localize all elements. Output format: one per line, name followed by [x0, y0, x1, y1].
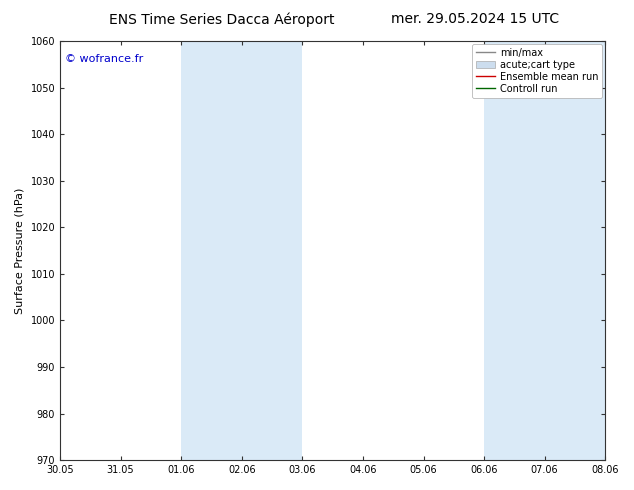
Bar: [181, 41, 302, 460]
Text: ENS Time Series Dacca Aéroport: ENS Time Series Dacca Aéroport: [109, 12, 335, 27]
Bar: [484, 41, 605, 460]
Legend: min/max, acute;cart type, Ensemble mean run, Controll run: min/max, acute;cart type, Ensemble mean …: [472, 44, 602, 98]
Text: mer. 29.05.2024 15 UTC: mer. 29.05.2024 15 UTC: [391, 12, 560, 26]
Text: © wofrance.fr: © wofrance.fr: [65, 53, 144, 64]
Y-axis label: Surface Pressure (hPa): Surface Pressure (hPa): [15, 187, 25, 314]
